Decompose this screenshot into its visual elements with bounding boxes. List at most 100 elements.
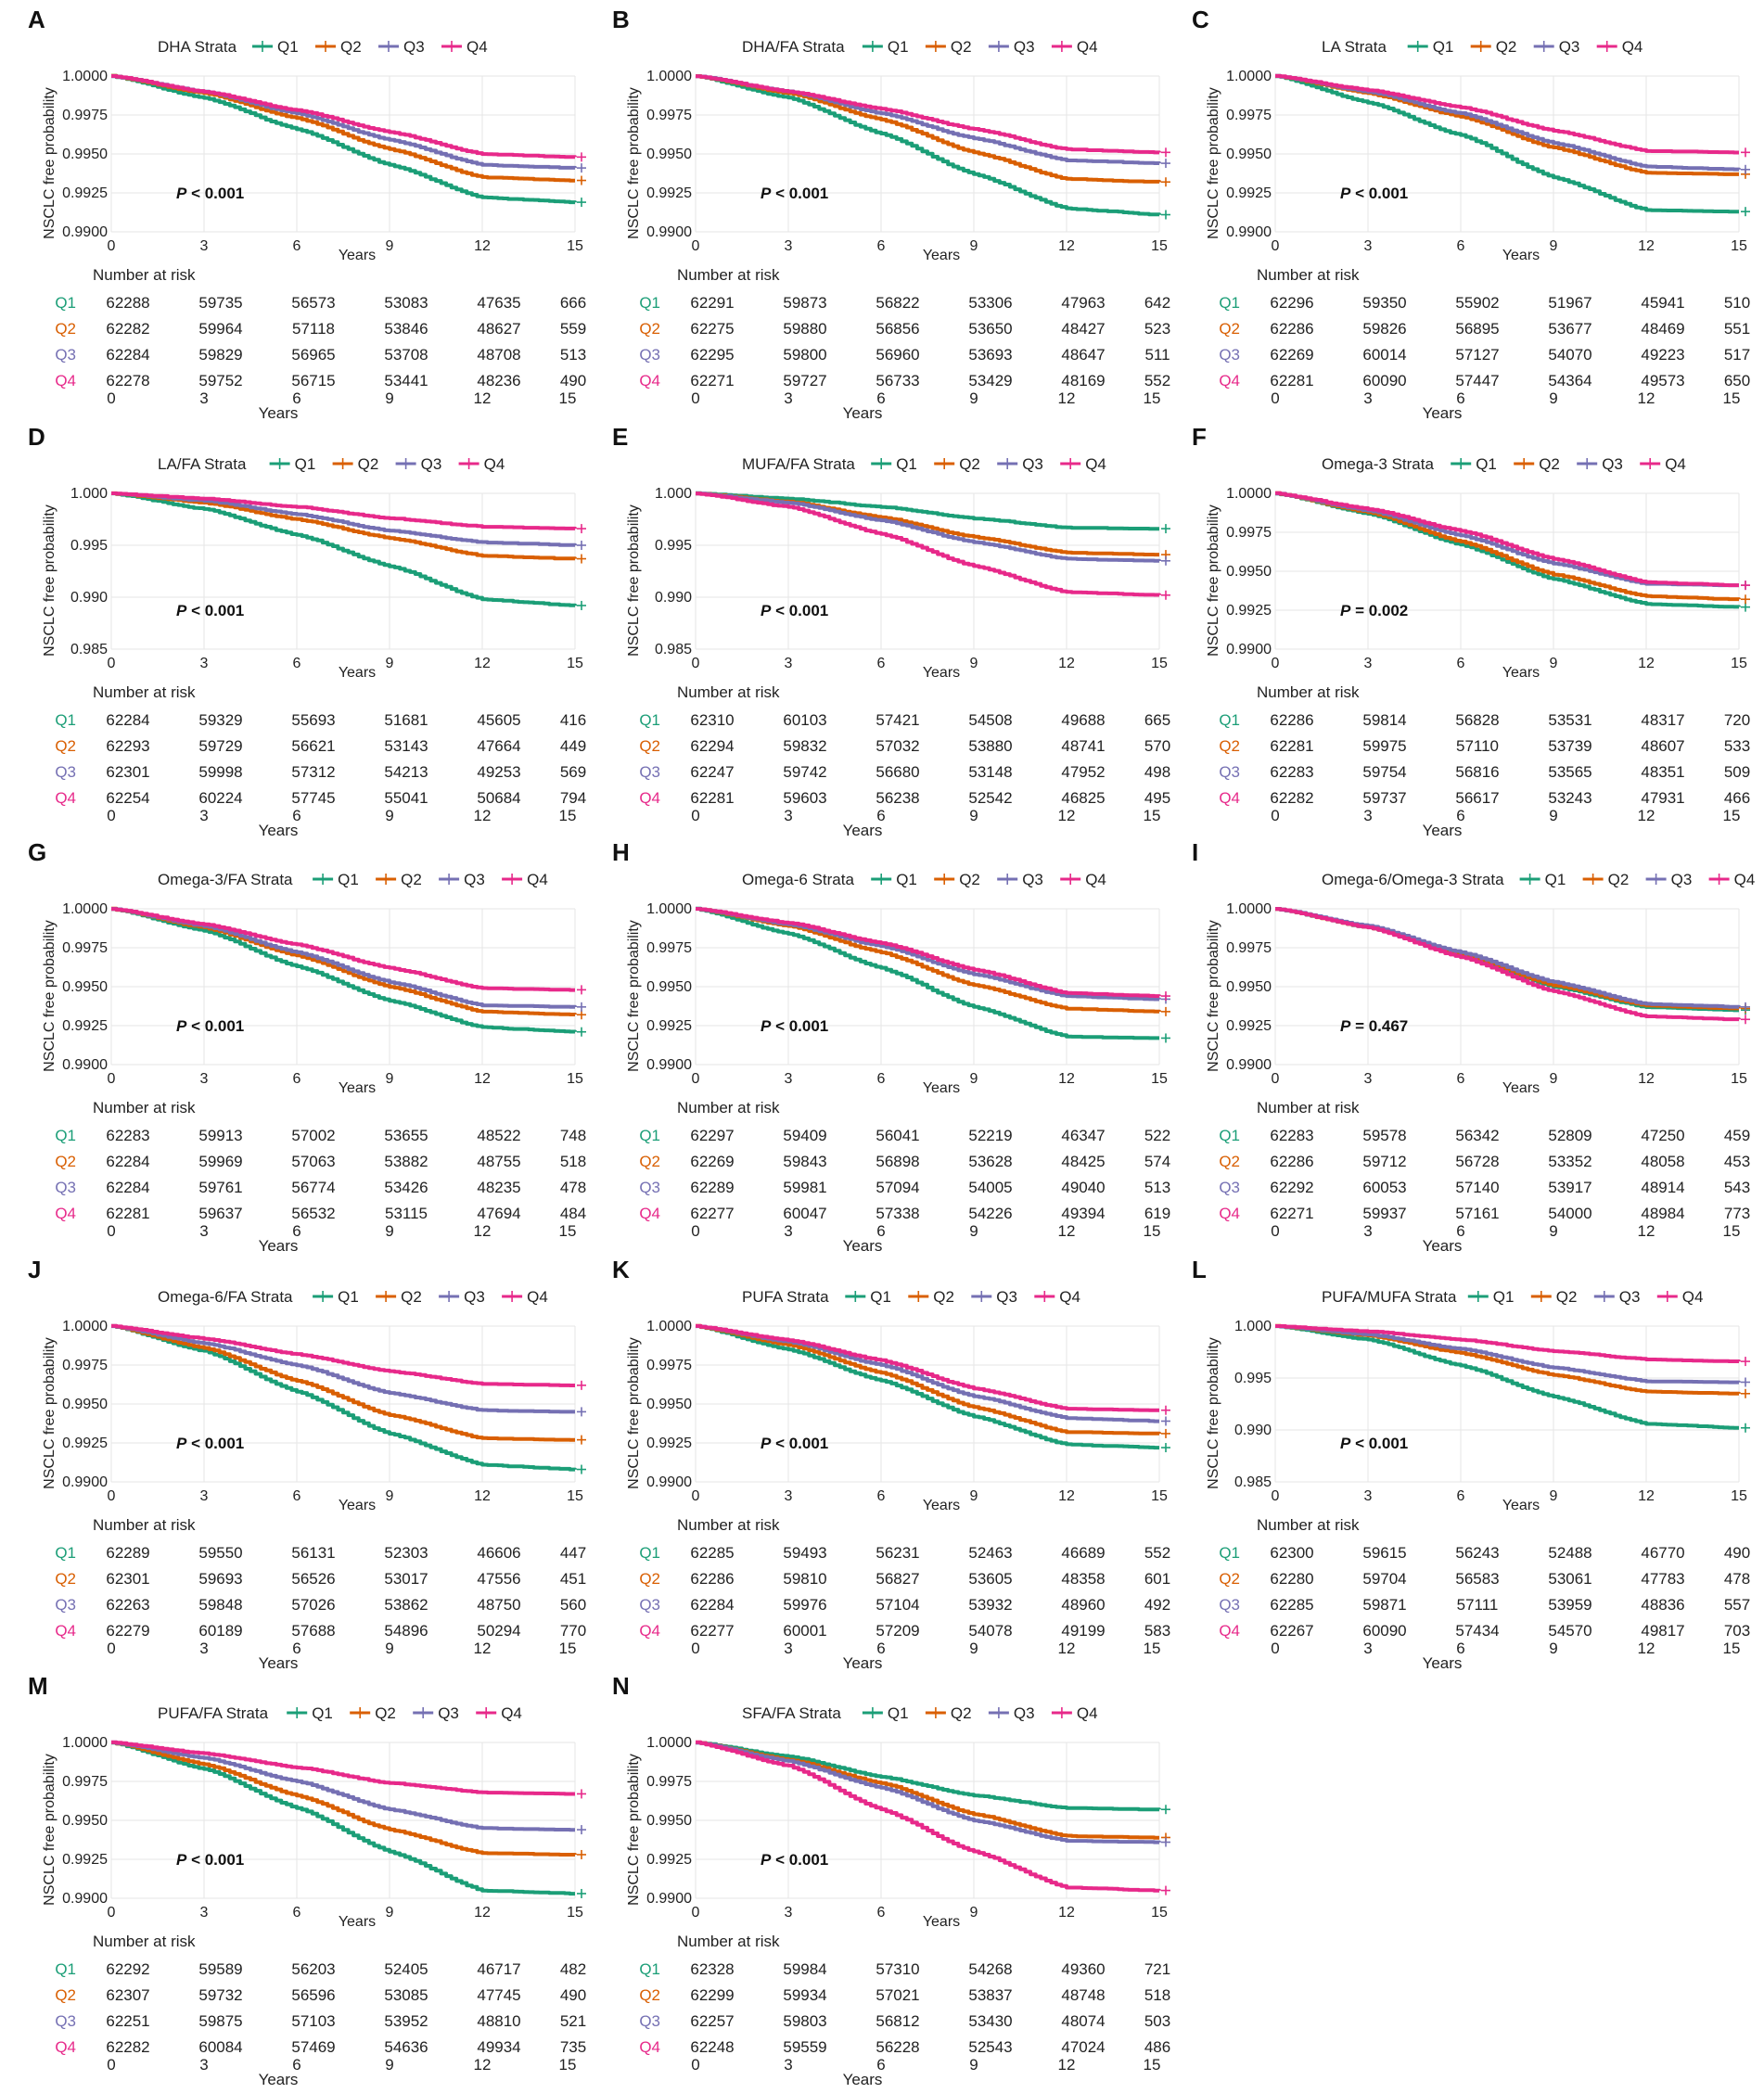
x-tick-label: 3 <box>785 238 793 254</box>
legend-label-q2: Q2 <box>933 1288 954 1306</box>
panel-letter: L <box>1192 1256 1207 1283</box>
y-tick-label: 0.9900 <box>646 1891 692 1907</box>
risk-cell: 57118 <box>292 320 335 338</box>
panel-letter: D <box>28 423 45 451</box>
y-tick-label: 0.995 <box>655 538 692 554</box>
km-curve-q3 <box>696 1741 1161 1844</box>
risk-table-title: Number at risk <box>93 1933 196 1950</box>
risk-cell: 62284 <box>106 711 149 729</box>
risk-cell: 478 <box>1724 1570 1750 1588</box>
y-tick-label: 0.9900 <box>62 1474 108 1490</box>
risk-cell: 490 <box>1724 1544 1750 1562</box>
legend-label-q1: Q1 <box>1493 1288 1515 1306</box>
risk-cell: 503 <box>1144 2012 1170 2030</box>
risk-cell: 490 <box>560 1986 586 2004</box>
p-value: P = 0.467 <box>1340 1017 1408 1035</box>
risk-row-label: Q2 <box>55 1570 76 1588</box>
risk-x-tick: 3 <box>784 2056 792 2074</box>
y-tick-label: 0.985 <box>655 642 692 657</box>
risk-cell: 495 <box>1144 789 1170 807</box>
x-tick-label: 3 <box>1364 238 1373 254</box>
risk-cell: 48836 <box>1641 1596 1684 1614</box>
risk-x-tick: 12 <box>1058 2056 1076 2074</box>
risk-cell: 521 <box>560 2012 586 2030</box>
panel-f: F Omega-3 Strata Q1 Q2 Q3 Q4 1.0000 0.9975 0.995… <box>1182 417 1758 839</box>
risk-cell: 46606 <box>477 1544 520 1562</box>
risk-cell: 56715 <box>291 372 335 389</box>
risk-cell: 46717 <box>477 1960 520 1978</box>
risk-cell: 59875 <box>198 2012 242 2030</box>
chart-title: Omega-3/FA Strata <box>158 871 293 888</box>
y-tick-label: 0.9900 <box>62 224 108 240</box>
risk-cell: 59761 <box>198 1179 242 1196</box>
risk-x-tick: 0 <box>1271 1222 1279 1240</box>
risk-row-label: Q1 <box>1219 711 1240 729</box>
y-tick-label: 0.9925 <box>62 1018 108 1034</box>
risk-cell: 773 <box>1724 1205 1750 1222</box>
risk-x-tick: 0 <box>107 2056 115 2074</box>
risk-cell: 57032 <box>876 737 919 755</box>
risk-cell: 62284 <box>106 1179 149 1196</box>
risk-row-label: Q4 <box>55 789 76 807</box>
risk-cell: 59735 <box>198 294 242 312</box>
risk-cell: 57104 <box>876 1596 919 1614</box>
risk-cell: 47635 <box>477 294 520 312</box>
risk-cell: 45941 <box>1641 294 1684 312</box>
risk-cell: 59969 <box>198 1153 242 1170</box>
risk-cell: 62284 <box>106 346 149 364</box>
legend-label-q3: Q3 <box>1022 455 1043 473</box>
risk-cell: 48984 <box>1641 1205 1684 1222</box>
risk-cell: 56583 <box>1455 1570 1499 1588</box>
legend-label-q3: Q3 <box>1619 1288 1641 1306</box>
y-tick-label: 0.9950 <box>62 1813 108 1829</box>
risk-cell: 56774 <box>291 1179 335 1196</box>
x-tick-label: 3 <box>1364 1071 1373 1087</box>
p-value: P < 0.001 <box>1340 185 1408 202</box>
risk-cell: 47664 <box>477 737 520 755</box>
y-tick-label: 0.9900 <box>1226 642 1272 657</box>
risk-cell: 583 <box>1144 1622 1170 1640</box>
risk-row-label: Q2 <box>639 1153 660 1170</box>
risk-cell: 62296 <box>1270 294 1313 312</box>
risk-cell: 510 <box>1724 294 1750 312</box>
risk-x-label: Years <box>843 2071 883 2088</box>
risk-cell: 53083 <box>384 294 428 312</box>
x-tick-label: 6 <box>1457 1488 1465 1504</box>
risk-cell: 56816 <box>1455 763 1499 781</box>
p-symbol: P <box>761 185 772 202</box>
risk-cell: 59976 <box>783 1596 826 1614</box>
x-tick-label: 15 <box>1151 1905 1168 1921</box>
risk-row-label: Q4 <box>55 372 76 389</box>
risk-cell: 56895 <box>1455 320 1499 338</box>
risk-cell: 56131 <box>291 1544 335 1562</box>
risk-cell: 509 <box>1724 763 1750 781</box>
legend-label-q2: Q2 <box>375 1704 396 1722</box>
y-axis-label: NSCLC free probability <box>42 87 58 239</box>
risk-row-label: Q4 <box>1219 372 1240 389</box>
x-tick-label: 9 <box>970 1488 978 1504</box>
risk-cell: 543 <box>1724 1179 1750 1196</box>
risk-cell: 49817 <box>1641 1622 1684 1640</box>
x-tick-label: 6 <box>293 1071 301 1087</box>
risk-x-tick: 9 <box>1549 389 1557 407</box>
x-tick-label: 12 <box>474 238 491 254</box>
risk-cell: 59984 <box>783 1960 826 1978</box>
risk-cell: 59800 <box>783 346 826 364</box>
y-tick-label: 0.9925 <box>62 1436 108 1451</box>
risk-cell: 62279 <box>106 1622 149 1640</box>
km-curve-q1 <box>696 74 1161 217</box>
risk-x-tick: 3 <box>1363 807 1372 824</box>
chart-title: Omega-6/FA Strata <box>158 1288 293 1306</box>
y-tick-label: 0.9975 <box>646 1358 692 1373</box>
risk-cell: 54226 <box>968 1205 1012 1222</box>
y-axis-label: NSCLC free probability <box>1206 87 1221 239</box>
risk-cell: 59693 <box>198 1570 242 1588</box>
risk-row-label: Q4 <box>55 1622 76 1640</box>
risk-cell: 552 <box>1144 372 1170 389</box>
y-tick-label: 0.9925 <box>646 185 692 201</box>
x-tick-label: 15 <box>567 656 583 671</box>
risk-cell: 62282 <box>106 2038 149 2056</box>
risk-row-label: Q4 <box>55 2038 76 2056</box>
risk-cell: 52219 <box>968 1127 1012 1144</box>
